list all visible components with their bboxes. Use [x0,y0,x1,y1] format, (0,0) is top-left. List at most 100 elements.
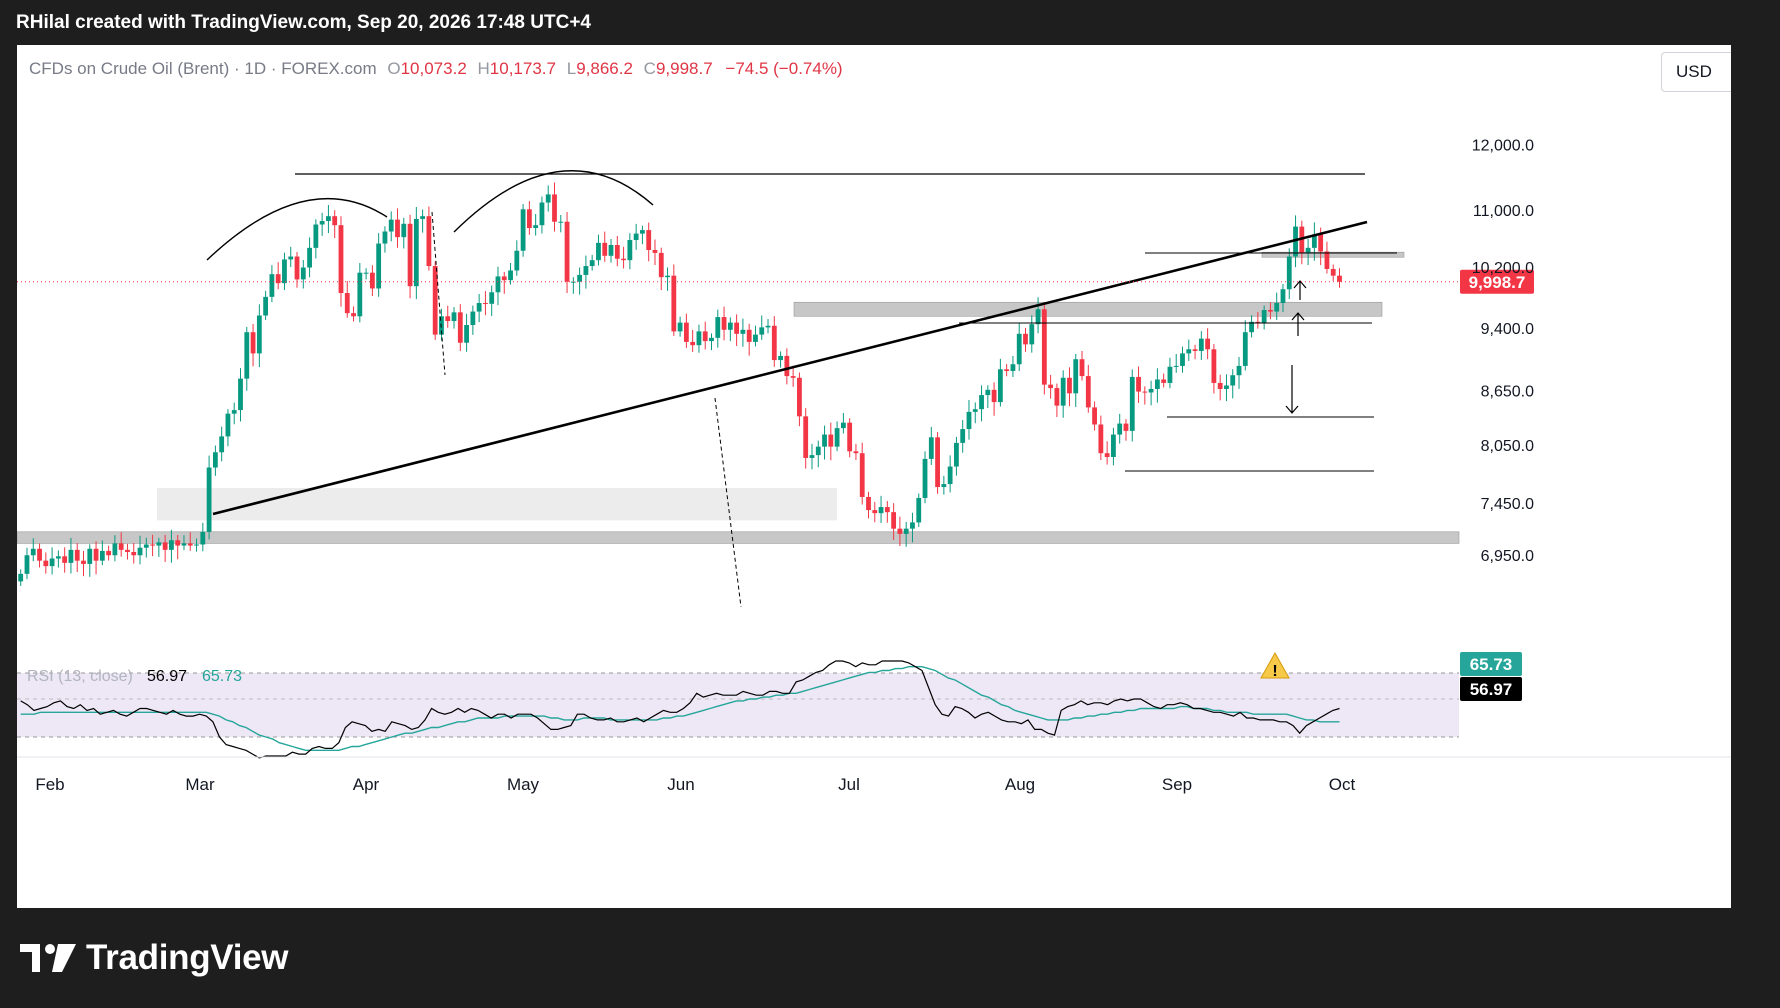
candle-body [432,266,438,335]
candle-body [778,355,783,361]
candle [112,535,118,562]
candle-body [1154,379,1160,389]
candle-body [388,219,394,232]
candle-body [884,507,890,513]
candle-body [87,548,93,564]
candle [558,214,564,233]
candle [250,323,256,367]
candle [922,451,928,504]
candle [985,385,991,408]
candle-body [1293,226,1298,257]
candle-body [162,542,168,550]
open-label: O [387,59,401,78]
candle-body [181,543,187,546]
candle [1337,268,1342,288]
candle-body [206,467,212,532]
price-tick-label: 7,450.0 [1481,496,1534,513]
candle [288,246,294,267]
candle [74,543,80,573]
candle [853,443,859,461]
candle-body [602,242,608,256]
candle-body [809,455,815,458]
candle [552,182,557,232]
candle-body [200,531,206,545]
candle-body [822,434,827,447]
candle [520,204,526,257]
candle-body [250,332,256,354]
candle-body [1073,359,1079,394]
candle [483,291,488,316]
time-tick-label: Jun [667,775,694,794]
candle [388,211,394,242]
candle [432,261,438,340]
chart-panel[interactable]: 9,998.7 12,000.0 11,000.0 10,200.0 9,400.0 8,… [17,45,1731,908]
price-tick-label: 12,000.0 [1472,138,1534,155]
candle-body [834,428,840,447]
candle [1173,353,1179,373]
candle-body [30,548,36,556]
candle-body [1324,251,1330,269]
candle [916,493,922,527]
candle-body [702,331,708,342]
candle-body [1286,256,1292,290]
candle [1142,386,1148,405]
candle-body [797,377,802,417]
candle [533,213,539,236]
candle-body [62,556,68,563]
currency-button[interactable]: USD [1661,52,1731,92]
candle [665,267,670,291]
candle [1016,322,1022,372]
candle [583,255,589,289]
candle-body [985,389,991,396]
candle-body [1255,321,1261,323]
resistance-zone [793,301,1383,317]
candle [822,425,827,460]
candle [1230,369,1236,399]
candle [313,219,319,259]
candle-body [910,522,915,529]
candle [93,541,99,575]
candle-body [24,555,30,574]
candle [225,409,231,447]
candle [721,306,727,341]
candle-body [445,316,451,322]
candle [125,543,130,560]
candle [526,201,532,235]
candle [596,234,601,266]
candle [344,281,350,318]
candle-body [514,250,520,271]
candle [727,317,733,342]
close-value: 9,998.7 [655,59,713,78]
price-tick-label: 6,950.0 [1481,548,1534,565]
candle-body [608,244,614,256]
candle-body [282,259,287,284]
candle [62,547,68,573]
candle [1010,356,1016,378]
candle-body [790,376,796,378]
candle-body [1242,332,1248,366]
candle-body [1060,377,1066,406]
candle [847,418,853,458]
up-arrow-lower [1291,312,1305,336]
candle-body [1129,376,1135,431]
candle [413,207,419,300]
candle-body [238,378,243,411]
candle-body [727,322,733,330]
low-label: L [566,59,577,78]
candle [790,365,796,387]
candle-body [891,512,897,529]
candle [872,501,878,523]
candle [1167,357,1173,389]
candle-body [74,549,80,561]
price-chart[interactable]: 9,998.7 12,000.0 11,000.0 10,200.0 9,400.0 8,… [17,45,1731,908]
candle-body [815,446,821,456]
candle [470,305,476,335]
candle-body [401,223,407,238]
candle-body [319,221,325,225]
candle-body [363,272,369,274]
candle-body [709,337,714,342]
rsi-series [20,660,1340,759]
candle [1305,238,1311,266]
candle-body [972,409,978,412]
candle [238,368,243,422]
